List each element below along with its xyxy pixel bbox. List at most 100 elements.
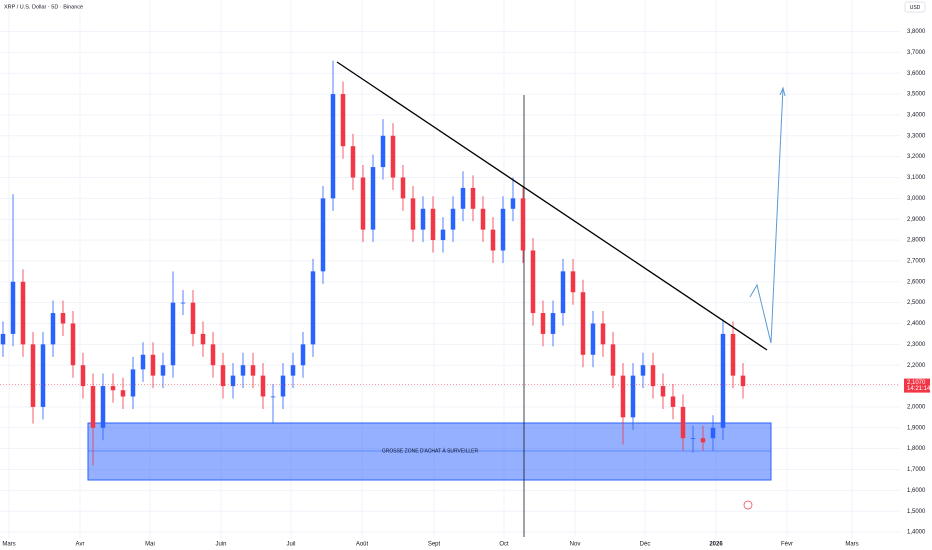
candle-body	[590, 323, 596, 355]
axes: 1,4000 1,5000 1,6000 1,7000 1,8000 1,9000 2,00…	[0, 29, 931, 548]
candle-body	[210, 344, 216, 366]
candle-body	[600, 323, 606, 345]
last-price-box	[904, 378, 930, 393]
candle-body	[260, 375, 266, 397]
y-tick-label: 3,2000	[907, 154, 926, 160]
candle-body	[50, 313, 56, 345]
candle-body	[220, 365, 226, 387]
candle-body	[100, 386, 106, 428]
candle-body	[350, 146, 356, 178]
buy-zone	[87, 422, 772, 481]
candle-body	[540, 313, 546, 334]
arrow-head	[779, 86, 786, 97]
x-tick-label: Déc	[640, 542, 651, 548]
candle-body	[110, 386, 116, 391]
y-tick-label: 2,0000	[907, 404, 926, 410]
candle-body	[230, 375, 236, 387]
candle-body	[400, 177, 406, 199]
candle-body	[520, 198, 526, 251]
y-tick-label: 3,5000	[907, 92, 926, 98]
candle-body	[330, 94, 336, 199]
candle-body	[150, 354, 156, 376]
candle-body	[0, 333, 6, 345]
candle-body	[370, 167, 376, 230]
candle-body	[610, 344, 616, 376]
candle-body	[90, 386, 96, 428]
candle-body	[200, 333, 206, 345]
y-tick-label: 3,6000	[907, 71, 926, 77]
candle-body	[170, 302, 176, 366]
event-icon[interactable]	[743, 500, 753, 510]
y-tick-label: 2,2000	[907, 363, 926, 369]
y-tick-label: 2,9000	[907, 217, 926, 223]
last-price-label: 2,1070	[907, 380, 926, 386]
y-tick-label: 3,0000	[907, 196, 926, 202]
candle-body	[160, 365, 166, 376]
candle-body	[420, 208, 426, 230]
y-tick-label: 3,4000	[907, 113, 926, 119]
candle-body	[620, 375, 626, 418]
y-tick-label: 2,3000	[907, 342, 926, 348]
candle-body	[130, 369, 136, 397]
y-tick-label: 1,7000	[907, 467, 926, 473]
x-tick-label: Sept	[428, 542, 441, 548]
candle-body	[510, 198, 516, 209]
candle-body	[640, 365, 646, 376]
candle-body	[470, 187, 476, 209]
x-tick-label: Oct	[499, 542, 509, 548]
countdown: 14:21:14	[907, 386, 931, 392]
y-tick-label: 1,5000	[907, 509, 926, 515]
x-tick-label: Mai	[145, 542, 155, 548]
y-tick-label: 2,4000	[907, 321, 926, 327]
candle-body	[660, 386, 666, 397]
y-tick-label: 1,4000	[907, 530, 926, 536]
candle-body	[10, 281, 16, 334]
candle-body	[430, 208, 436, 241]
candle-body	[580, 292, 586, 355]
y-tick-label: 2,7000	[907, 258, 926, 264]
candle-body	[730, 333, 736, 376]
candle-body	[40, 344, 46, 407]
x-tick-label: Mars	[2, 542, 15, 548]
x-tick-label: Juil	[286, 542, 295, 548]
candle-body	[70, 323, 76, 366]
y-tick-label: 3,1000	[907, 175, 926, 181]
candle-body	[120, 390, 126, 397]
candle-body	[240, 365, 246, 376]
y-tick-label: 1,9000	[907, 425, 926, 431]
x-tick-label: Févr	[781, 542, 793, 548]
candle-body	[190, 302, 196, 334]
candle-body	[60, 313, 66, 324]
candle-body	[570, 271, 576, 293]
currency-box[interactable]	[904, 1, 926, 13]
candle-body	[650, 365, 656, 387]
chart-title: XRP / U.S. Dollar · 5D · Binance	[4, 4, 83, 10]
candle-body	[530, 250, 536, 314]
candle-body	[450, 208, 456, 230]
zone-label: GROSSE ZONE D'ACHAT À SURVEILLER	[382, 447, 479, 454]
candle-body	[290, 365, 296, 376]
candle-body	[440, 229, 446, 241]
y-tick-label: 2,5000	[907, 300, 926, 306]
candle-body	[390, 135, 396, 178]
y-tick-label: 1,8000	[907, 446, 926, 452]
candle-body	[30, 344, 36, 407]
candle-body	[250, 365, 256, 376]
y-tick-label: 2,8000	[907, 238, 926, 244]
candle-body	[700, 438, 706, 443]
candle-body	[80, 365, 86, 387]
candle-body	[460, 187, 466, 209]
candle-body	[20, 281, 26, 345]
candle-body	[630, 375, 636, 418]
x-tick-label: Juin	[215, 542, 226, 548]
x-tick-label: Mars	[845, 542, 858, 548]
candle-body	[500, 208, 506, 251]
candle-body	[690, 438, 696, 440]
candle-body	[560, 271, 566, 314]
candle-body	[280, 375, 286, 397]
trend-line	[336, 61, 768, 351]
y-tick-label: 3,8000	[907, 29, 926, 35]
candle-body	[490, 229, 496, 251]
candle-body	[140, 354, 146, 370]
candle-body	[310, 271, 316, 345]
